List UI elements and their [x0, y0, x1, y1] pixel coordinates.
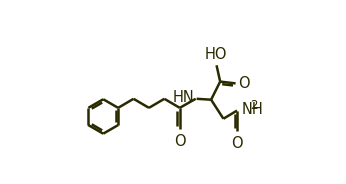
Text: HO: HO: [204, 47, 227, 62]
Text: O: O: [174, 134, 185, 149]
Text: 2: 2: [251, 99, 258, 112]
Text: O: O: [231, 137, 243, 151]
Text: O: O: [238, 76, 250, 91]
Text: NH: NH: [242, 102, 263, 117]
Text: HN: HN: [173, 90, 195, 105]
